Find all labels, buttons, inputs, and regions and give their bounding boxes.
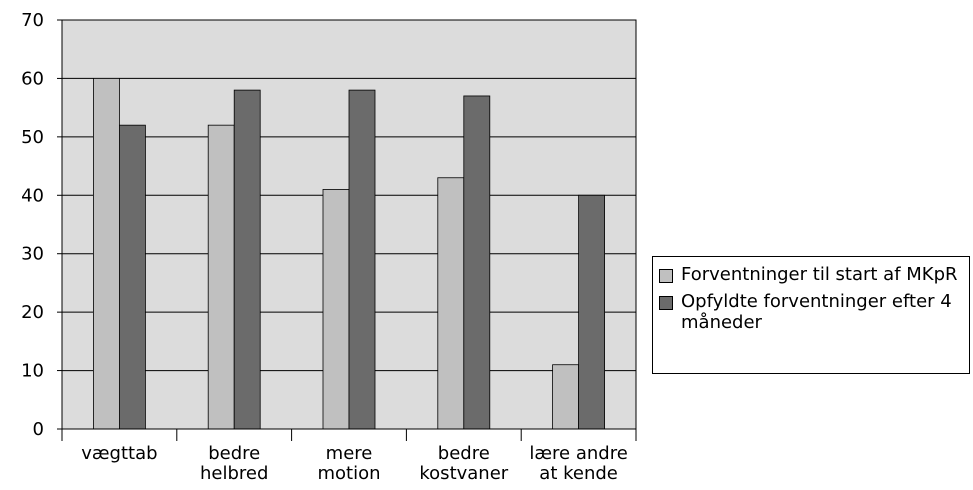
bar xyxy=(348,89,376,430)
x-tick-label: lære andre at kende xyxy=(529,443,627,484)
bar xyxy=(322,189,350,430)
legend-label: Forventninger til start af MKpR xyxy=(681,264,958,285)
y-tick-label: 70 xyxy=(21,10,44,31)
y-tick-label: 0 xyxy=(33,419,44,440)
y-tick-label: 60 xyxy=(21,68,44,89)
legend-swatch xyxy=(659,296,673,310)
bar xyxy=(93,78,120,430)
legend-swatch xyxy=(659,269,673,283)
y-tick-label: 10 xyxy=(21,361,44,382)
legend: Forventninger til start af MKpR Opfyldte … xyxy=(652,256,970,374)
bar xyxy=(552,364,579,430)
bar xyxy=(233,89,261,430)
x-tick-label: bedre helbred xyxy=(200,443,268,484)
x-tick-label: mere motion xyxy=(317,443,380,484)
legend-item: Opfyldte forventninger efter 4 måneder xyxy=(659,291,963,333)
legend-item: Forventninger til start af MKpR xyxy=(659,264,963,285)
y-tick-label: 50 xyxy=(21,127,44,148)
legend-label: Opfyldte forventninger efter 4 måneder xyxy=(681,291,952,333)
y-tick-label: 40 xyxy=(21,185,44,206)
x-tick-label: vægttab xyxy=(81,443,157,464)
bar xyxy=(207,124,235,430)
bar xyxy=(119,124,146,430)
bar xyxy=(578,194,605,430)
bar xyxy=(437,177,465,430)
bar xyxy=(463,95,491,430)
y-tick-label: 30 xyxy=(21,244,44,265)
y-tick-label: 20 xyxy=(21,302,44,323)
x-tick-label: bedre kostvaner xyxy=(419,443,508,484)
